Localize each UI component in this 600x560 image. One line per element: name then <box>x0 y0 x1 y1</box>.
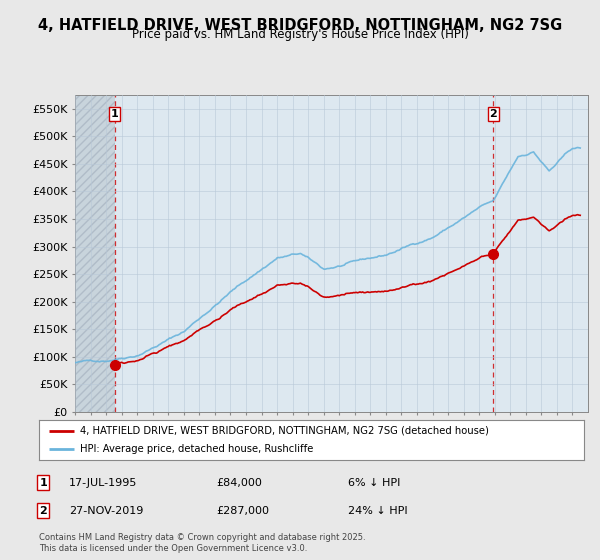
Text: 4, HATFIELD DRIVE, WEST BRIDGFORD, NOTTINGHAM, NG2 7SG (detached house): 4, HATFIELD DRIVE, WEST BRIDGFORD, NOTTI… <box>80 426 489 436</box>
Text: £287,000: £287,000 <box>216 506 269 516</box>
Text: Contains HM Land Registry data © Crown copyright and database right 2025.
This d: Contains HM Land Registry data © Crown c… <box>39 533 365 553</box>
Text: 17-JUL-1995: 17-JUL-1995 <box>69 478 137 488</box>
Text: £84,000: £84,000 <box>216 478 262 488</box>
Bar <box>75 95 115 412</box>
Text: 24% ↓ HPI: 24% ↓ HPI <box>348 506 407 516</box>
Text: 1: 1 <box>110 109 118 119</box>
Text: HPI: Average price, detached house, Rushcliffe: HPI: Average price, detached house, Rush… <box>80 445 313 454</box>
Text: 4, HATFIELD DRIVE, WEST BRIDGFORD, NOTTINGHAM, NG2 7SG: 4, HATFIELD DRIVE, WEST BRIDGFORD, NOTTI… <box>38 18 562 33</box>
Text: 27-NOV-2019: 27-NOV-2019 <box>69 506 143 516</box>
Text: Price paid vs. HM Land Registry's House Price Index (HPI): Price paid vs. HM Land Registry's House … <box>131 28 469 41</box>
Text: 6% ↓ HPI: 6% ↓ HPI <box>348 478 400 488</box>
Text: 2: 2 <box>40 506 47 516</box>
Text: 1: 1 <box>40 478 47 488</box>
Text: 2: 2 <box>490 109 497 119</box>
